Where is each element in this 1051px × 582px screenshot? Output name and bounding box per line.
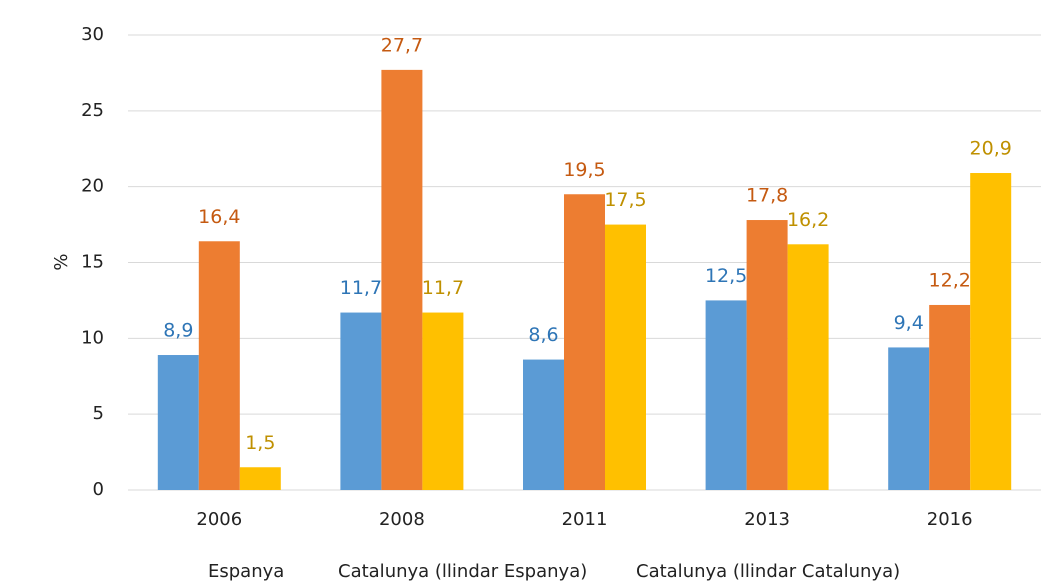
y-tick-label: 0 (93, 479, 104, 500)
data-label: 20,9 (970, 138, 1012, 160)
data-label: 12,5 (705, 265, 747, 287)
y-tick-label: 10 (81, 327, 104, 348)
legend-label: Catalunya (llindar Espanya) (338, 561, 587, 582)
bar (198, 241, 240, 490)
bar (340, 312, 382, 490)
data-label: 17,8 (746, 185, 788, 207)
x-tick-label: 2013 (744, 509, 790, 530)
bar (787, 244, 829, 490)
data-label: 17,5 (604, 189, 646, 211)
bar (564, 194, 605, 490)
x-tick-label: 2008 (379, 509, 425, 530)
y-tick-label: 30 (81, 24, 104, 45)
bar (422, 312, 464, 490)
data-label: 12,2 (929, 269, 971, 291)
bar (705, 300, 747, 490)
legend-label: Espanya (208, 561, 284, 582)
x-tick-label: 2006 (196, 509, 242, 530)
data-label: 16,2 (787, 209, 829, 231)
bar (523, 359, 564, 490)
x-tick-label: 2016 (927, 509, 973, 530)
x-tick-label: 2011 (562, 509, 608, 530)
bar (970, 173, 1012, 490)
data-label: 8,9 (163, 320, 193, 342)
y-axis-label: % (51, 253, 72, 270)
data-label: 27,7 (381, 34, 423, 56)
data-label: 8,6 (528, 324, 558, 346)
bar (929, 304, 971, 490)
y-tick-label: 20 (81, 176, 104, 197)
data-label: 11,7 (340, 277, 382, 299)
legend-label: Catalunya (llindar Catalunya) (636, 561, 900, 582)
y-tick-label: 5 (93, 403, 104, 424)
data-label: 16,4 (198, 206, 240, 228)
y-tick-label: 25 (81, 100, 104, 121)
data-label: 1,5 (245, 432, 275, 454)
bar (888, 347, 930, 490)
y-tick-label: 15 (81, 252, 104, 273)
bar (746, 220, 788, 491)
data-label: 19,5 (563, 159, 605, 181)
data-label: 11,7 (422, 277, 464, 299)
bar (239, 467, 281, 490)
bar (605, 224, 646, 491)
bar (157, 355, 199, 490)
data-label: 9,4 (894, 312, 924, 334)
bar (381, 69, 423, 490)
